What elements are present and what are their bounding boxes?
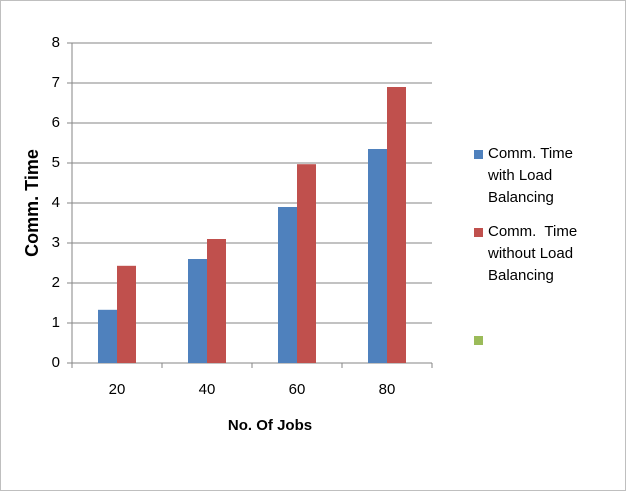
bar [117,265,136,363]
bar [188,259,207,363]
x-tick-label: 40 [199,381,216,398]
bar [387,87,406,363]
y-tick-label: 0 [52,354,60,371]
x-tick-label: 80 [379,381,396,398]
legend-swatch [474,336,483,345]
y-tick-label: 3 [52,234,60,251]
y-axis-title: Comm. Time [22,149,42,257]
x-axis-title: No. Of Jobs [228,417,312,434]
y-tick-label: 6 [52,114,60,131]
legend-label: Comm. Time with Load Balancing [488,145,578,206]
y-tick-label: 5 [52,154,60,171]
y-tick-label: 2 [52,274,60,291]
legend-label: Comm. Time without Load Balancing [488,223,582,284]
bar [297,164,316,363]
x-tick-label: 60 [289,381,306,398]
y-tick-label: 7 [52,74,60,91]
bar [207,239,226,363]
x-tick-label: 20 [109,381,126,398]
legend-swatch [474,150,483,159]
y-tick-label: 1 [52,314,60,331]
bar [368,149,387,363]
legend-swatch [474,228,483,237]
bar [98,309,117,363]
y-tick-label: 8 [52,34,60,51]
y-tick-label: 4 [52,194,60,211]
bar [278,207,297,363]
